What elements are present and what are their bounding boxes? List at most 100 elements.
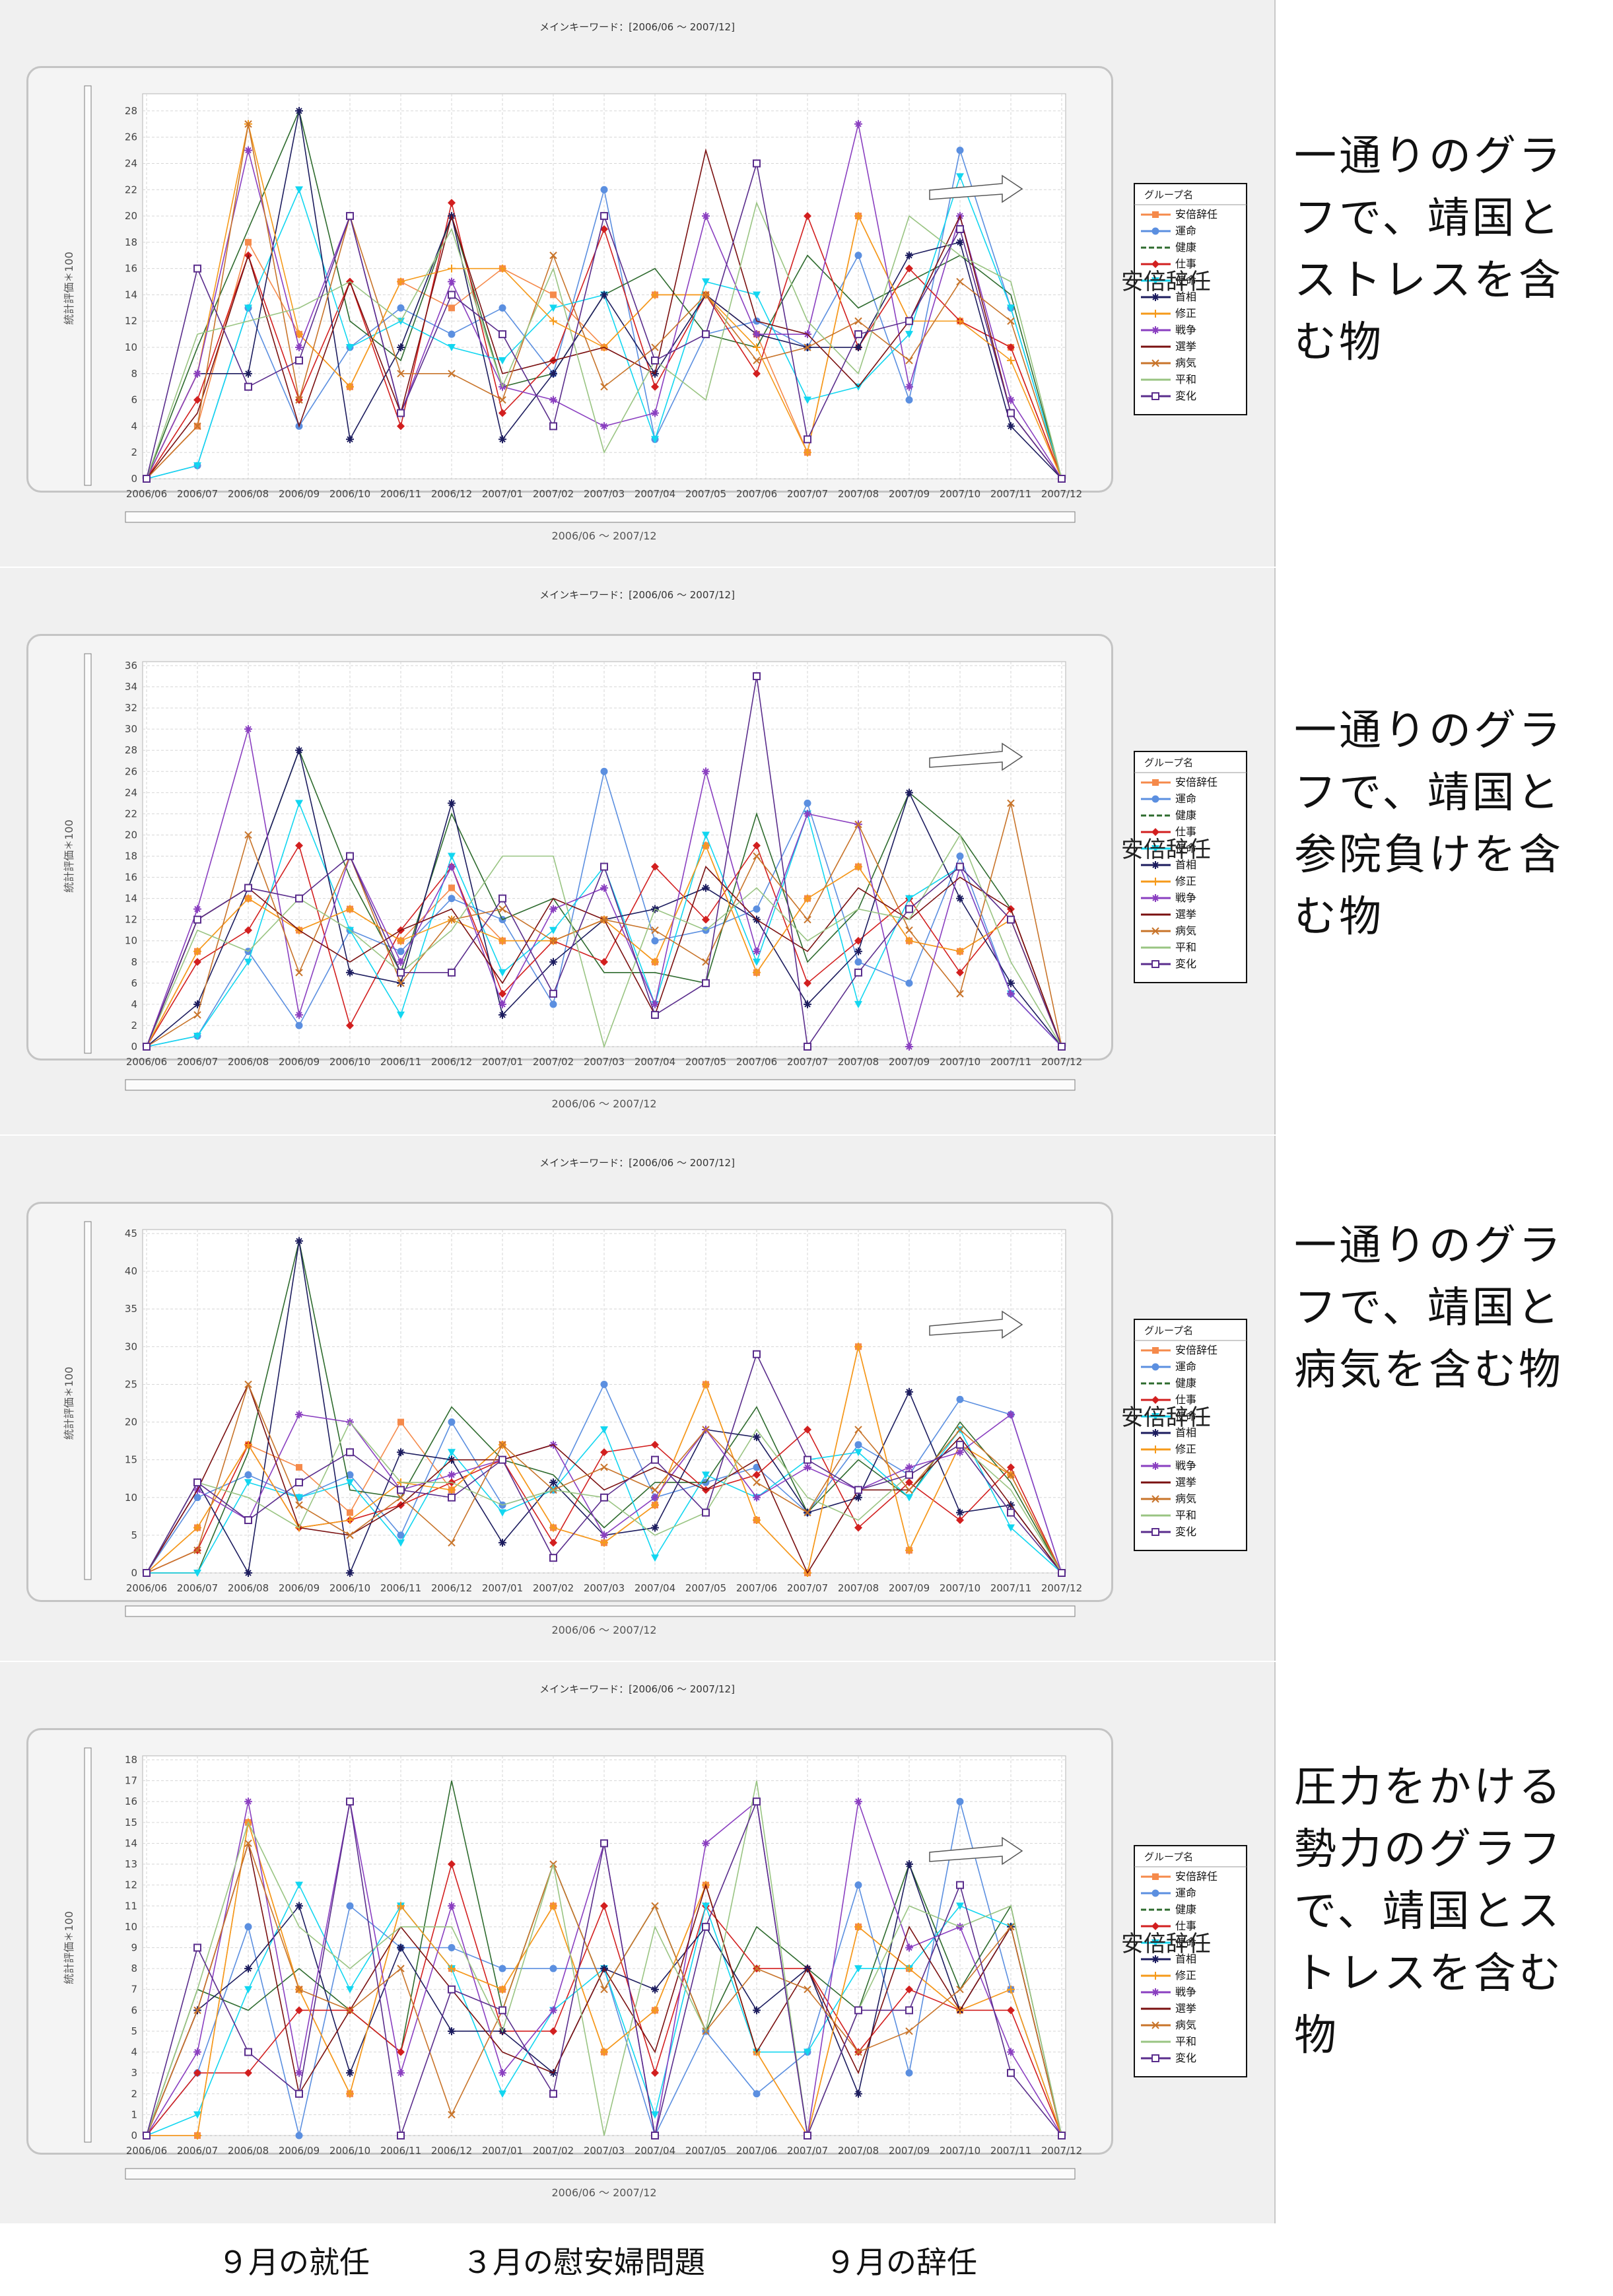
y-tick-label: 10 — [125, 1921, 137, 1933]
x-scrollbar[interactable] — [125, 1605, 1076, 1617]
point-仕事-9 — [600, 1448, 608, 1457]
x-tick-label: 2007/04 — [635, 488, 675, 500]
point-修正-4 — [346, 2089, 354, 2098]
x-tick-label: 2006/11 — [380, 488, 421, 500]
point-使命-17 — [1007, 304, 1015, 312]
y-tick-label: 30 — [125, 723, 137, 735]
y-scrollbar[interactable] — [84, 85, 92, 486]
point-使命-6 — [448, 1449, 456, 1457]
point-仕事-17 — [1007, 2006, 1015, 2015]
point-変化-2 — [244, 884, 252, 892]
line-chart-2: 0246810121416182022242628303234362006/06… — [63, 653, 1247, 1110]
legend-item-使命: 使命 — [1175, 1410, 1196, 1422]
point-変化-1 — [193, 264, 201, 273]
point-修正-12 — [753, 1516, 761, 1525]
y-scrollbar[interactable] — [84, 653, 92, 1054]
y-axis-label: 統計評価＊100 — [63, 252, 75, 325]
point-運命-9 — [600, 186, 608, 193]
point-仕事-6 — [448, 1860, 456, 1869]
point-変化-4 — [346, 852, 354, 860]
legend-item-首相: 首相 — [1175, 1426, 1196, 1439]
x-scrollbar[interactable] — [125, 2168, 1076, 2180]
legend-item-平和: 平和 — [1175, 2035, 1196, 2048]
y-tick-label: 16 — [125, 1795, 137, 1807]
legend-item-仕事: 仕事 — [1175, 258, 1196, 270]
point-使命-4 — [346, 1478, 354, 1486]
point-変化-4 — [346, 212, 354, 221]
point-変化-6 — [448, 1985, 456, 1994]
y-tick-label: 20 — [125, 1416, 137, 1428]
point-変化-3 — [295, 894, 303, 903]
legend-item-健康: 健康 — [1175, 1377, 1196, 1389]
point-仕事-10 — [651, 2069, 659, 2077]
point-安倍辞任-5 — [397, 1418, 404, 1426]
y-scrollbar[interactable] — [84, 1221, 92, 1580]
y-tick-label: 10 — [125, 1492, 137, 1504]
point-病気-9 — [600, 383, 608, 391]
legend-item-戦争: 戦争 — [1175, 1986, 1196, 1998]
point-病気-16 — [956, 1426, 964, 1434]
point-首相-15 — [905, 251, 913, 260]
y-tick-label: 14 — [125, 1837, 137, 1849]
point-戦争-15 — [905, 1043, 913, 1051]
point-首相-1 — [193, 1000, 201, 1008]
caption-2: 一通りのグラフで、靖国と参院負けを含む物 — [1294, 707, 1563, 942]
point-修正-1 — [193, 2132, 201, 2139]
y-scrollbar[interactable] — [84, 1747, 92, 2143]
point-運命-6 — [448, 1418, 456, 1426]
point-運命-15 — [905, 979, 913, 987]
point-使命-6 — [448, 852, 456, 860]
point-変化-9 — [600, 1493, 608, 1502]
point-仕事-5 — [397, 422, 405, 431]
point-使命-10 — [651, 436, 659, 444]
point-戦争-3 — [295, 343, 303, 352]
x-tick-label: 2007/12 — [1041, 1582, 1082, 1594]
point-病気-10 — [651, 926, 659, 934]
arrow-icon — [929, 742, 1023, 771]
y-tick-label: 2 — [131, 1020, 137, 1031]
point-使命-7 — [498, 357, 506, 365]
point-病気-11 — [702, 291, 710, 299]
legend-item-仕事: 仕事 — [1175, 1393, 1196, 1406]
point-修正-1 — [193, 947, 201, 956]
x-tick-label: 2007/12 — [1041, 2145, 1082, 2157]
point-変化-8 — [549, 989, 557, 998]
x-tick-label: 2007/11 — [990, 2145, 1031, 2157]
point-legend-病気-0 — [1151, 1495, 1159, 1503]
x-tick-label: 2006/06 — [126, 1582, 167, 1594]
point-legend-修正-0 — [1151, 1445, 1159, 1453]
point-legend-運命-0 — [1151, 227, 1159, 235]
point-変化-9 — [600, 862, 608, 871]
x-tick-label: 2006/08 — [228, 2145, 269, 2157]
point-使命-11 — [702, 278, 710, 286]
point-修正-17 — [1007, 356, 1015, 365]
point-変化-6 — [448, 291, 456, 299]
point-使命-2 — [244, 958, 252, 966]
point-使命-10 — [651, 1554, 659, 1562]
point-病気-9 — [600, 1986, 608, 1994]
point-戦争-9 — [600, 884, 608, 892]
point-病気-1 — [193, 422, 201, 431]
point-変化-8 — [549, 422, 557, 431]
x-scrollbar[interactable] — [125, 1079, 1076, 1091]
point-仕事-10 — [651, 862, 659, 871]
legend-item-首相: 首相 — [1175, 1953, 1196, 1965]
x-tick-label: 2007/11 — [990, 1582, 1031, 1594]
point-戦争-17 — [1007, 2048, 1015, 2056]
point-変化-17 — [1007, 409, 1015, 417]
point-戦争-3 — [295, 1010, 303, 1019]
x-scrollbar[interactable] — [125, 511, 1076, 523]
point-変化-13 — [804, 2132, 811, 2139]
point-首相-12 — [753, 1433, 761, 1442]
caption-4: 圧力をかける勢力のグラフで、靖国とストレスを含む物 — [1294, 1763, 1563, 2060]
point-使命-1 — [193, 462, 201, 470]
note-september-resignation: ９月の辞任 — [825, 2244, 977, 2280]
caption-1: 一通りのグラフで、靖国とストレスを含む物 — [1294, 132, 1563, 367]
series-変化 — [143, 159, 1066, 483]
point-修正-11 — [702, 841, 710, 850]
point-変化-6 — [448, 1493, 456, 1502]
point-戦争-8 — [549, 905, 557, 913]
